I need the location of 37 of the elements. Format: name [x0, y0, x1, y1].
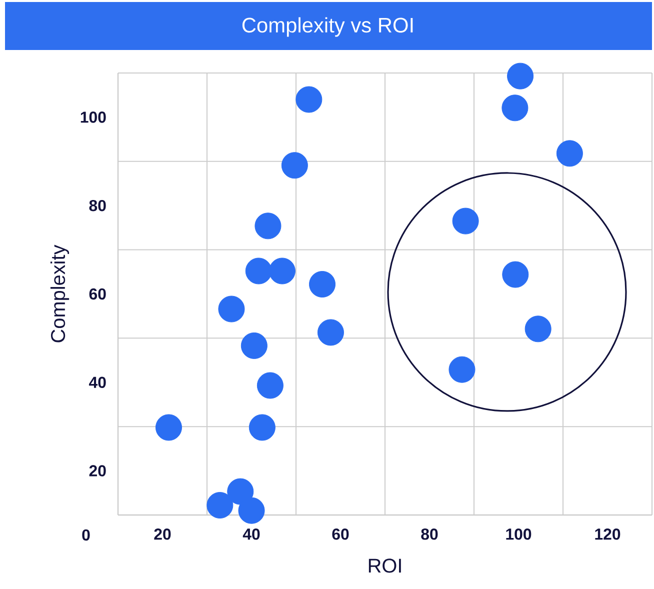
point: [248, 414, 276, 441]
point: [448, 356, 476, 383]
point: [556, 140, 583, 167]
x-axis-title: ROI: [368, 558, 401, 573]
point: [502, 94, 528, 122]
point: [256, 372, 284, 399]
point: [524, 316, 552, 342]
x-tick-label: 80: [421, 528, 438, 540]
point: [281, 152, 308, 179]
point: [245, 258, 272, 284]
y-tick-label: 20: [89, 465, 106, 476]
y-tick-label: 100: [80, 112, 106, 123]
point: [317, 319, 344, 346]
point: [218, 296, 245, 322]
point: [254, 212, 282, 240]
point: [227, 478, 254, 505]
point: [238, 497, 265, 524]
x-tick-label: 20: [154, 528, 171, 540]
y-tick-label: 80: [89, 200, 106, 212]
text: 0: [82, 529, 90, 541]
point: [206, 492, 234, 519]
point: [268, 258, 296, 284]
y-tick-label: 60: [89, 288, 106, 300]
x-tick-label: 120: [595, 528, 620, 540]
point: [296, 86, 322, 113]
chart-title: Complexity vs ROI: [242, 17, 413, 37]
y-tick-label: 40: [88, 376, 106, 388]
point: [507, 62, 534, 90]
point: [502, 261, 529, 288]
x-tick-label: 60: [332, 528, 349, 540]
point: [309, 271, 336, 298]
point: [155, 414, 182, 441]
x-tick-label: 40: [242, 528, 260, 540]
y-axis-title: Complexity: [50, 244, 70, 342]
point: [240, 332, 268, 359]
point: [452, 208, 479, 234]
x-tick-label: 100: [506, 528, 532, 540]
